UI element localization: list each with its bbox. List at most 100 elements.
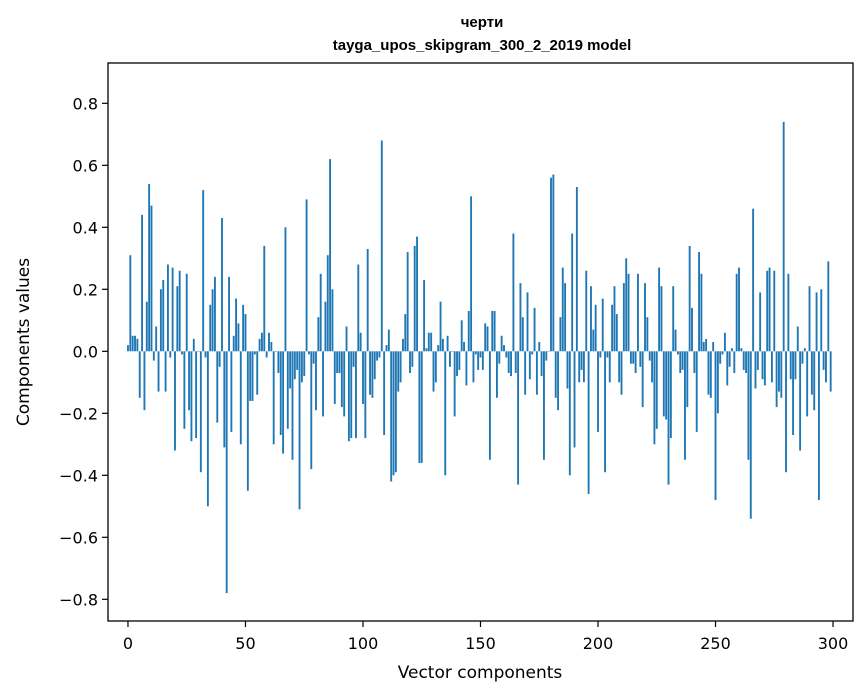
bar-111 <box>387 329 390 352</box>
bar-205 <box>608 351 611 383</box>
bar-17 <box>166 264 169 352</box>
bar-200 <box>597 351 599 432</box>
bar-265 <box>749 351 752 519</box>
bar-243 <box>698 252 700 352</box>
bar-279 <box>782 121 785 352</box>
bar-189 <box>571 233 574 352</box>
bar-110 <box>385 345 388 352</box>
bar-46 <box>235 298 238 352</box>
bar-269 <box>759 292 762 352</box>
bar-176 <box>540 351 543 377</box>
bar-22 <box>178 270 181 352</box>
bar-152 <box>484 323 487 352</box>
bar-48 <box>239 351 242 445</box>
x-tick-label: 50 <box>235 634 255 653</box>
bar-227 <box>660 286 663 352</box>
bar-123 <box>416 236 418 352</box>
bar-280 <box>785 351 787 473</box>
bar-35 <box>209 304 212 352</box>
bar-39 <box>218 351 221 367</box>
bar-47 <box>237 323 240 352</box>
bar-192 <box>578 351 581 383</box>
bar-249 <box>712 342 715 352</box>
bar-69 <box>289 351 292 389</box>
bar-57 <box>261 332 263 352</box>
bar-147 <box>472 351 475 383</box>
bar-62 <box>272 351 275 445</box>
bar-296 <box>822 351 825 370</box>
bar-230 <box>667 351 670 485</box>
bar-19 <box>171 267 174 352</box>
bar-24 <box>183 351 186 429</box>
bar-210 <box>620 351 623 395</box>
bar-107 <box>378 351 381 358</box>
bar-187 <box>566 351 569 389</box>
bar-67 <box>284 227 287 352</box>
bar-237 <box>684 351 686 460</box>
bar-163 <box>510 351 512 377</box>
bar-98 <box>357 264 360 352</box>
bar-199 <box>594 304 597 352</box>
bar-247 <box>707 351 710 395</box>
bar-282 <box>789 351 792 380</box>
bar-75 <box>303 351 306 377</box>
x-tick-label: 300 <box>818 634 849 653</box>
bar-236 <box>681 351 684 370</box>
x-tick-label: 250 <box>700 634 731 653</box>
y-tick-label: −0.4 <box>59 466 98 485</box>
bar-7 <box>143 351 146 411</box>
bar-55 <box>256 351 259 395</box>
bar-37 <box>213 276 216 352</box>
bar-170 <box>526 292 529 352</box>
y-tick-label: 0.2 <box>73 280 98 299</box>
bar-229 <box>665 351 668 420</box>
y-tick-label: −0.8 <box>59 590 98 609</box>
bar-113 <box>392 351 395 476</box>
bar-218 <box>639 351 642 367</box>
bar-66 <box>282 351 285 454</box>
bar-256 <box>728 351 731 367</box>
bar-278 <box>780 351 783 398</box>
bar-28 <box>192 338 195 352</box>
x-tick-label: 100 <box>348 634 379 653</box>
bar-13 <box>157 351 160 392</box>
bar-134 <box>441 338 444 352</box>
bar-292 <box>813 351 816 411</box>
bar-248 <box>709 351 712 398</box>
bar-165 <box>514 351 517 373</box>
bar-293 <box>815 292 818 352</box>
bar-255 <box>726 351 729 386</box>
bar-50 <box>244 314 247 352</box>
bar-260 <box>738 267 740 352</box>
bar-259 <box>735 273 738 352</box>
bar-289 <box>806 351 809 417</box>
bar-273 <box>768 267 771 352</box>
bar-93 <box>345 326 348 352</box>
y-tick-label: 0.4 <box>73 218 98 237</box>
bar-74 <box>300 351 303 383</box>
bar-128 <box>427 332 430 352</box>
bar-73 <box>298 351 301 510</box>
bar-122 <box>413 245 416 352</box>
bar-168 <box>521 317 524 352</box>
bar-116 <box>399 351 402 383</box>
bar-97 <box>355 351 357 439</box>
bar-103 <box>369 351 371 395</box>
bar-108 <box>380 140 383 352</box>
bar-169 <box>524 351 527 395</box>
bar-253 <box>721 351 724 355</box>
bar-140 <box>456 351 458 377</box>
bar-191 <box>575 187 578 352</box>
bar-27 <box>190 351 193 442</box>
bar-262 <box>742 351 745 370</box>
bar-109 <box>383 351 386 435</box>
bar-30 <box>197 351 200 352</box>
bar-211 <box>622 283 625 352</box>
bar-277 <box>778 351 780 392</box>
bar-105 <box>373 351 376 380</box>
bar-148 <box>474 351 477 355</box>
bar-11 <box>152 351 155 361</box>
bar-215 <box>632 351 635 364</box>
bar-171 <box>528 351 531 380</box>
bar-150 <box>479 351 482 358</box>
